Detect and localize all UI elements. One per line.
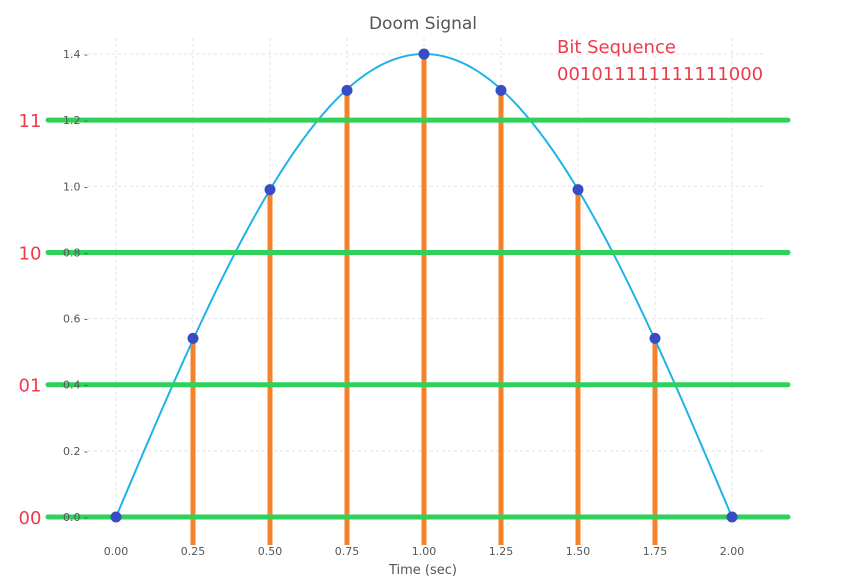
x-axis-label: Time (sec) — [388, 563, 457, 578]
sample-point — [572, 184, 584, 196]
sample-point — [495, 84, 507, 96]
bit-sequence-value: 001011111111111000 — [557, 64, 763, 85]
sample-point — [264, 184, 276, 196]
y-tick-label: 0.0 - — [63, 511, 88, 524]
grid — [70, 38, 765, 528]
x-tick-label: 0.00 — [104, 545, 129, 558]
sample-point — [726, 511, 738, 523]
sample-point — [110, 511, 122, 523]
y-tick-label: 0.2 - — [63, 445, 88, 458]
sample-point — [341, 84, 353, 96]
chart-title: Doom Signal — [369, 14, 477, 34]
quantization-code-label: 00 — [19, 508, 42, 529]
x-tick-label: 2.00 — [720, 545, 745, 558]
x-tick-label: 0.75 — [335, 545, 360, 558]
tick-labels: 0.00 0.25 0.50 0.75 1.00 1.25 1.50 1.75 2.00 0.0 … — [63, 48, 744, 558]
y-tick-label: 0.6 - — [63, 313, 88, 326]
bit-sequence-label: Bit Sequence — [557, 37, 676, 58]
x-tick-label: 0.50 — [258, 545, 283, 558]
y-tick-label: 0.4 - — [63, 379, 88, 392]
sample-point — [187, 332, 199, 344]
sample-stems — [190, 54, 658, 545]
x-tick-label: 0.25 — [181, 545, 206, 558]
sample-point — [649, 332, 661, 344]
sample-markers — [110, 48, 738, 523]
sample-point — [418, 48, 430, 60]
y-tick-label: 1.4 - — [63, 48, 88, 61]
quantization-code-label: 11 — [19, 111, 42, 132]
quantization-code-label: 01 — [19, 376, 42, 397]
x-tick-label: 1.75 — [643, 545, 668, 558]
y-tick-label: 1.0 - — [63, 180, 88, 193]
quantization-code-label: 10 — [19, 243, 42, 264]
y-tick-label: 0.8 - — [63, 246, 88, 259]
x-tick-label: 1.25 — [489, 545, 514, 558]
y-tick-label: 1.2 - — [63, 114, 88, 127]
quantization-levels: 00 01 10 11 — [19, 111, 791, 529]
x-tick-label: 1.50 — [566, 545, 591, 558]
x-tick-label: 1.00 — [412, 545, 437, 558]
